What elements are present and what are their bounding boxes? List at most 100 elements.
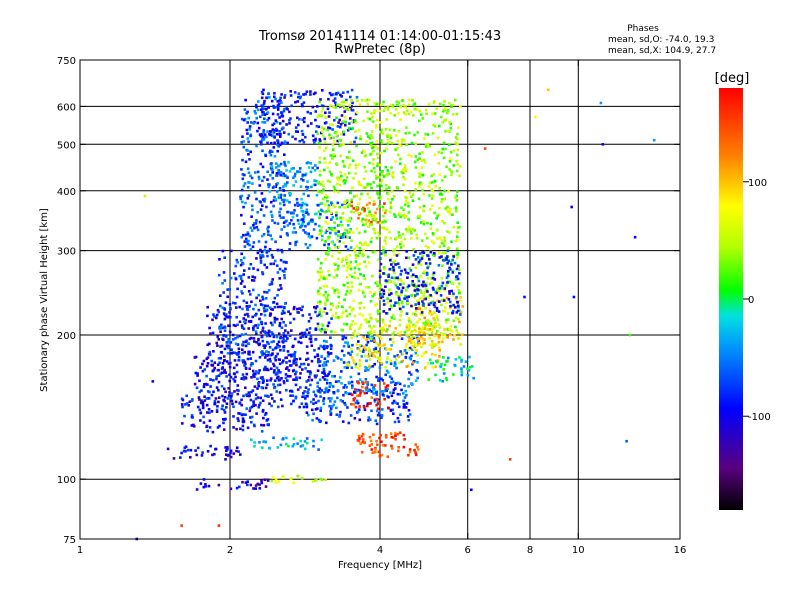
data-point <box>357 408 361 411</box>
data-point <box>245 393 248 396</box>
data-point <box>252 402 255 406</box>
data-point <box>193 356 197 359</box>
data-point <box>247 327 250 330</box>
data-point <box>231 338 235 341</box>
data-point <box>359 183 363 187</box>
data-point <box>220 323 223 327</box>
data-point <box>428 208 432 211</box>
data-point <box>301 314 305 317</box>
data-point <box>431 132 435 135</box>
data-point <box>413 343 417 346</box>
data-point <box>320 191 324 195</box>
data-point <box>372 433 375 436</box>
data-point <box>324 203 327 207</box>
data-point <box>266 178 269 181</box>
data-point <box>384 250 387 254</box>
data-point <box>241 480 244 484</box>
data-point <box>212 350 215 353</box>
data-point <box>400 289 404 293</box>
data-point <box>297 123 300 127</box>
data-point <box>286 366 289 369</box>
data-point <box>410 336 413 339</box>
data-point <box>253 385 257 388</box>
data-point <box>264 394 267 398</box>
data-point <box>412 284 415 287</box>
data-point <box>252 325 256 328</box>
data-point <box>223 308 227 311</box>
data-point <box>326 196 329 199</box>
data-point <box>316 270 320 274</box>
data-point <box>384 242 388 245</box>
data-point <box>416 320 420 324</box>
data-point <box>355 334 359 338</box>
data-point <box>380 337 383 340</box>
data-point <box>359 137 362 141</box>
data-point <box>423 291 427 294</box>
data-point <box>439 365 443 369</box>
data-point <box>389 362 393 366</box>
data-point <box>431 300 434 303</box>
data-point <box>302 192 306 196</box>
data-point <box>416 292 419 296</box>
data-point <box>181 398 185 402</box>
data-point <box>242 273 245 276</box>
data-point <box>327 249 331 252</box>
data-point <box>319 276 323 279</box>
data-point <box>261 339 265 343</box>
data-point <box>189 456 192 459</box>
data-point <box>250 300 253 304</box>
data-point <box>397 446 400 449</box>
data-point <box>223 317 227 321</box>
data-point <box>266 111 270 114</box>
data-point <box>143 194 147 198</box>
data-point <box>384 366 387 369</box>
data-point <box>421 189 424 192</box>
data-point <box>366 98 369 102</box>
data-point <box>369 141 372 145</box>
data-point <box>412 323 415 327</box>
data-point <box>211 364 214 367</box>
data-point <box>238 320 242 324</box>
data-point <box>225 453 228 456</box>
data-point <box>328 235 331 239</box>
data-point <box>359 301 363 305</box>
data-point <box>443 189 446 193</box>
data-point <box>329 409 332 413</box>
data-point <box>445 165 448 169</box>
data-point <box>257 405 260 409</box>
data-point <box>291 369 295 373</box>
data-point <box>447 298 451 301</box>
data-point <box>303 202 307 206</box>
data-point <box>262 344 265 347</box>
data-point <box>432 343 436 346</box>
data-point <box>265 350 268 353</box>
data-point <box>452 164 456 167</box>
data-point <box>208 426 212 429</box>
data-point <box>414 166 418 169</box>
data-point <box>309 162 313 165</box>
data-point <box>432 317 435 320</box>
data-point <box>357 434 361 438</box>
data-point <box>311 408 314 412</box>
data-point <box>221 249 225 253</box>
data-point <box>329 211 333 214</box>
data-point <box>397 231 400 234</box>
data-point <box>252 337 256 340</box>
data-point <box>292 437 296 440</box>
data-point <box>271 168 274 172</box>
data-point <box>195 386 199 390</box>
data-point <box>242 233 245 237</box>
data-point <box>323 137 327 141</box>
data-point <box>411 263 415 266</box>
data-point <box>252 404 255 407</box>
data-point <box>269 174 272 177</box>
data-point <box>290 104 293 108</box>
data-point <box>396 416 400 420</box>
data-point <box>211 318 214 322</box>
x-tick-label: 1 <box>77 545 83 556</box>
data-point <box>398 266 401 269</box>
data-point <box>184 445 188 448</box>
data-point <box>343 179 346 182</box>
data-point <box>290 364 293 367</box>
data-point <box>328 136 331 140</box>
